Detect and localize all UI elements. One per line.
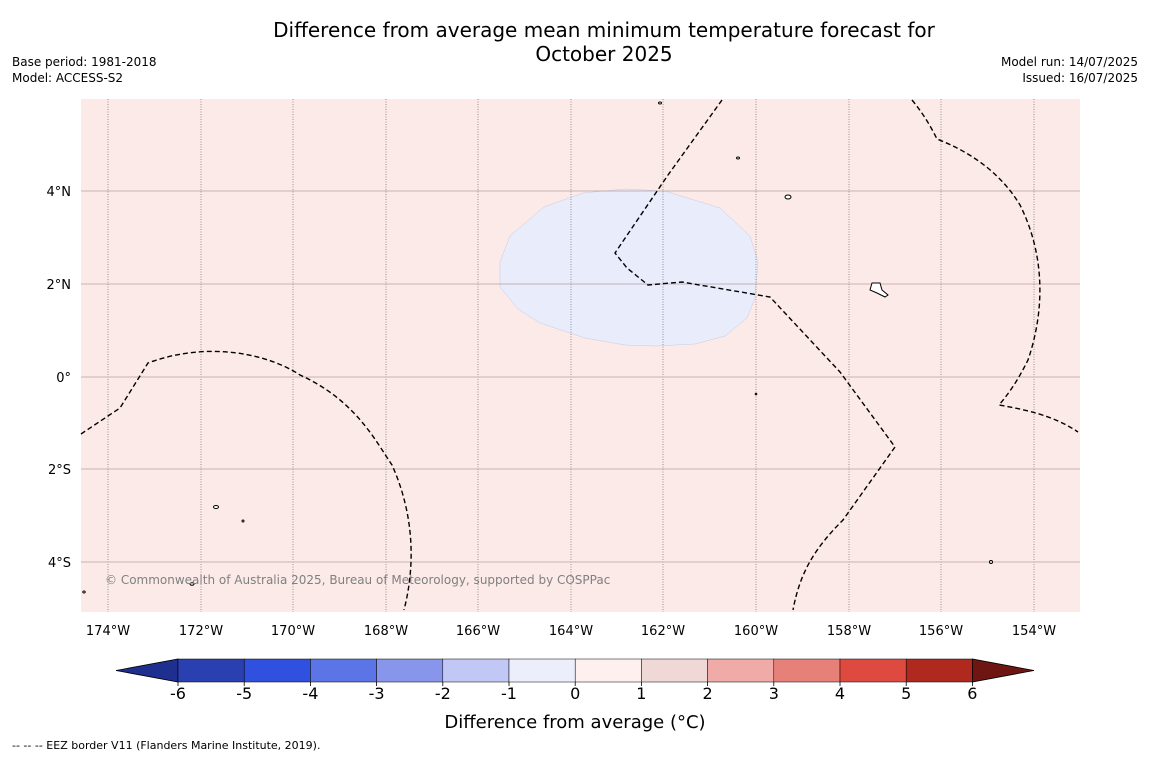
- longitude-label: 174°W: [86, 624, 130, 639]
- metadata-left: Base period: 1981-2018 Model: ACCESS-S2: [12, 54, 157, 86]
- colorbar-tick-label: -5: [236, 684, 252, 703]
- colorbar-tick-label: -4: [302, 684, 318, 703]
- colorbar: [115, 658, 1035, 683]
- colorbar-tick-label: -6: [170, 684, 186, 703]
- longitude-label: 154°W: [1012, 624, 1056, 639]
- eez-border-line: [911, 99, 1079, 433]
- latitude-label: 0°: [56, 371, 71, 386]
- colorbar-segment: [376, 658, 444, 683]
- colorbar-segment: [508, 658, 576, 683]
- copyright-text: © Commonwealth of Australia 2025, Bureau…: [105, 573, 610, 587]
- metadata-right: Model run: 14/07/2025 Issued: 16/07/2025: [1001, 54, 1138, 86]
- map-background: [81, 99, 1080, 612]
- colorbar-upper-extension: [972, 658, 1035, 683]
- meridian-lines: [107, 99, 1035, 612]
- longitude-label: 170°W: [271, 624, 315, 639]
- longitude-label: 156°W: [919, 624, 963, 639]
- colorbar-ticks: -6 -5 -4 -3 -2 -1 0 1 2 3 4 5 6: [170, 682, 977, 703]
- base-period-text: Base period: 1981-2018: [12, 55, 157, 69]
- island: [754, 392, 758, 396]
- colorbar-segment: [442, 658, 510, 683]
- colorbar-segment: [839, 658, 907, 683]
- colorbar-segment: [310, 658, 377, 683]
- latitude-label: 4°N: [47, 185, 72, 200]
- colorbar-segment: [574, 658, 642, 683]
- model-run-text: Model run: 14/07/2025: [1000, 55, 1138, 69]
- island: [241, 519, 245, 523]
- longitude-label: 168°W: [364, 624, 408, 639]
- colorbar-tick-label: 5: [901, 684, 911, 703]
- longitude-label: 166°W: [456, 624, 500, 639]
- latitude-labels: 4°N 2°N 0° 2°S 4°S: [47, 185, 72, 571]
- islands: [82, 101, 993, 594]
- colorbar-tick-label: 3: [769, 684, 779, 703]
- colorbar-tick-label: 0: [570, 684, 580, 703]
- colorbar-tick-label: 2: [703, 684, 713, 703]
- colorbar-segment: [243, 658, 311, 683]
- eez-border-line: [614, 99, 896, 611]
- longitude-label: 160°W: [734, 624, 778, 639]
- longitude-label: 162°W: [641, 624, 685, 639]
- colorbar-tick-label: -3: [369, 684, 385, 703]
- colorbar-tick-label: 4: [835, 684, 845, 703]
- longitude-label: 172°W: [179, 624, 223, 639]
- map-title: Difference from average mean minimum tem…: [200, 18, 1008, 66]
- colorbar-tick-label: -2: [435, 684, 451, 703]
- longitude-label: 158°W: [827, 624, 871, 639]
- latitude-label: 2°N: [47, 278, 72, 293]
- model-text: Model: ACCESS-S2: [12, 71, 124, 85]
- latitude-label: 4°S: [48, 556, 71, 571]
- colorbar-tick-label: -1: [501, 684, 517, 703]
- colorbar-tick-label: 1: [636, 684, 646, 703]
- colorbar-segment: [707, 658, 775, 683]
- map-panel: © Commonwealth of Australia 2025, Bureau…: [80, 99, 1080, 612]
- island: [989, 560, 993, 564]
- eez-borders: [80, 99, 1079, 611]
- colorbar-tick-label: 6: [967, 684, 977, 703]
- issued-text: Issued: 16/07/2025: [1022, 71, 1138, 85]
- colorbar-title: Difference from average (°C): [444, 712, 705, 733]
- island: [189, 582, 195, 586]
- longitude-label: 164°W: [549, 624, 593, 639]
- island: [658, 101, 662, 105]
- colorbar-segment: [641, 658, 708, 683]
- colorbar-lower-extension: [115, 658, 179, 683]
- title-line-2: October 2025: [535, 42, 673, 66]
- island: [869, 282, 889, 298]
- negative-anomaly-region: [499, 188, 759, 347]
- colorbar-segment: [177, 658, 245, 683]
- eez-footnote: -- -- -- EEZ border V11 (Flanders Marine…: [12, 739, 321, 752]
- latitude-label: 2°S: [48, 463, 71, 478]
- longitude-labels: 174°W 172°W 170°W 168°W 166°W 164°W 162°W 160°W…: [86, 624, 1056, 639]
- island: [784, 194, 792, 200]
- colorbar-segment: [773, 658, 841, 683]
- island: [82, 590, 86, 594]
- colorbar-segment: [905, 658, 973, 683]
- parallel-lines: [81, 190, 1080, 563]
- title-line-1: Difference from average mean minimum tem…: [273, 18, 935, 42]
- eez-border-line: [80, 350, 412, 611]
- island: [736, 156, 740, 160]
- island: [213, 505, 219, 509]
